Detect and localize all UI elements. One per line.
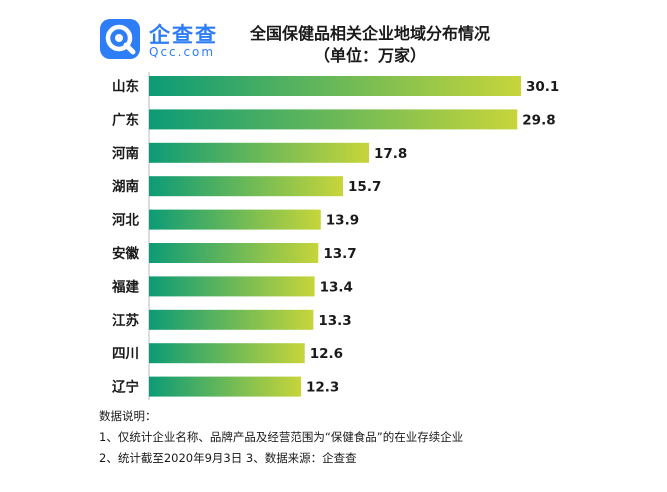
value-label: 29.8 — [522, 112, 555, 128]
bar — [149, 76, 521, 96]
category-label: 河北 — [112, 212, 139, 229]
chart-subtitle: （单位：万家） — [313, 46, 426, 65]
bar — [149, 142, 369, 163]
value-label: 12.6 — [310, 346, 343, 362]
value-label: 30.1 — [526, 79, 559, 95]
value-label: 15.7 — [348, 179, 381, 195]
bar — [149, 309, 314, 330]
value-label: 13.3 — [318, 313, 351, 329]
bar — [149, 176, 344, 197]
bar — [149, 109, 518, 130]
category-label: 河南 — [112, 145, 139, 162]
bar — [149, 209, 321, 230]
bar — [149, 276, 315, 297]
notes-item-1: 1、仅统计企业名称、品牌产品及经营范围为“保健食品”的在业存续企业 — [99, 430, 464, 444]
category-label: 广东 — [112, 111, 139, 128]
bar — [149, 343, 305, 364]
category-label: 辽宁 — [112, 379, 139, 396]
category-label: 福建 — [111, 278, 139, 295]
chart-title: 全国保健品相关企业地域分布情况 — [249, 24, 490, 43]
value-label: 17.8 — [374, 146, 407, 162]
qcc-logo-icon — [100, 19, 140, 59]
notes-heading: 数据说明： — [99, 409, 157, 423]
category-label: 四川 — [112, 346, 139, 362]
category-label: 安徽 — [112, 245, 139, 262]
category-label: 山东 — [112, 78, 139, 95]
bar — [149, 243, 319, 263]
category-label: 湖南 — [112, 178, 139, 195]
value-label: 13.7 — [323, 246, 356, 262]
category-label: 江苏 — [112, 312, 139, 329]
bar — [149, 376, 302, 397]
brand-name: 企查查 — [149, 23, 218, 47]
value-label: 13.4 — [320, 279, 353, 295]
qcc-logo: 企查查 Qcc.com — [99, 18, 229, 62]
value-label: 13.9 — [326, 213, 359, 229]
notes-item-2: 2、统计截至2020年9月3日 3、数据来源：企查查 — [99, 451, 357, 465]
data-notes: 数据说明： 1、仅统计企业名称、品牌产品及经营范围为“保健食品”的在业存续企业 … — [99, 406, 463, 469]
brand-url: Qcc.com — [149, 45, 216, 59]
value-label: 12.3 — [306, 380, 339, 396]
